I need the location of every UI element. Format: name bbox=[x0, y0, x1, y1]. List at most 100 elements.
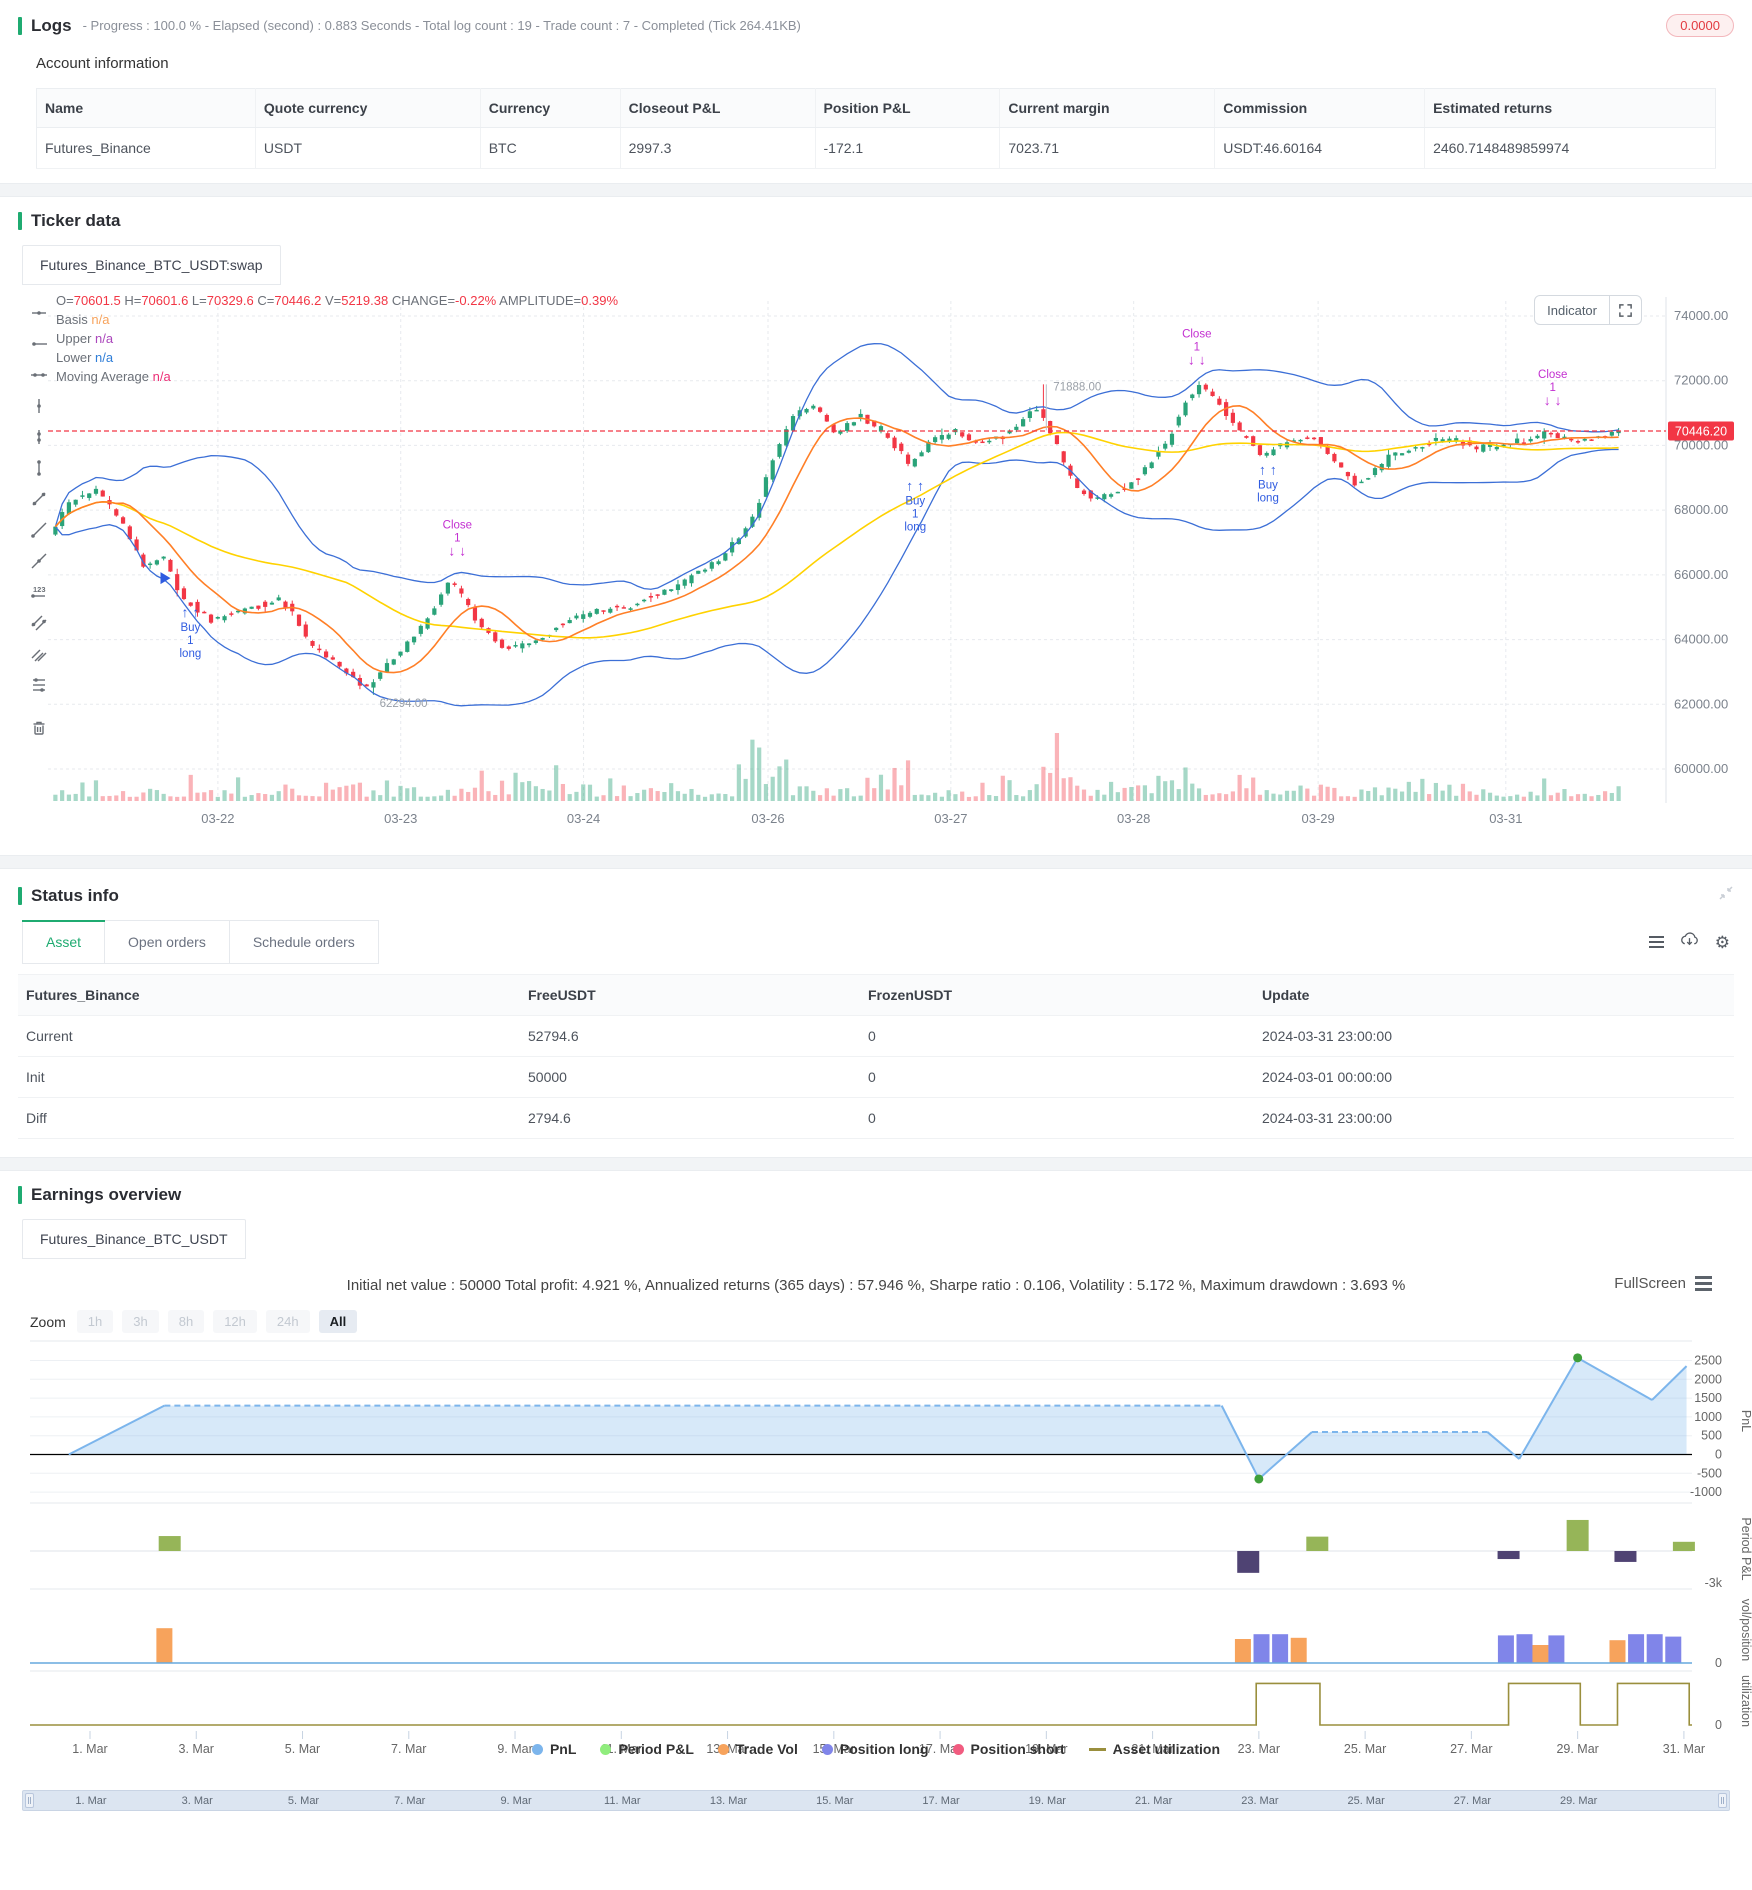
parallel-channel-icon[interactable] bbox=[24, 607, 54, 638]
svg-text:utilization: utilization bbox=[1739, 1675, 1752, 1727]
row-label-current[interactable]: Current bbox=[18, 1015, 520, 1057]
settings-gear-icon[interactable]: ⚙ bbox=[1714, 932, 1730, 952]
svg-text:PnL: PnL bbox=[1739, 1410, 1752, 1432]
column-header: Estimated returns bbox=[1424, 88, 1716, 128]
ticker-data-title: Ticker data bbox=[31, 211, 121, 230]
navigator-date: 11. Mar bbox=[604, 1795, 641, 1807]
navigator-date: 7. Mar bbox=[394, 1795, 426, 1807]
indicator-button[interactable]: Indicator bbox=[1534, 295, 1642, 325]
table-cell: 0 bbox=[860, 1015, 1254, 1057]
vertical-line-icon[interactable] bbox=[24, 390, 54, 421]
legend-item-position-long[interactable]: Position long bbox=[821, 1741, 929, 1757]
status-tab-open-orders[interactable]: Open orders bbox=[105, 921, 230, 963]
vertical-ray-icon[interactable] bbox=[24, 421, 54, 452]
navigator-handle-right[interactable] bbox=[1718, 1793, 1727, 1808]
trend-line-icon[interactable] bbox=[24, 483, 54, 514]
status-tab-schedule-orders[interactable]: Schedule orders bbox=[229, 921, 378, 963]
horizontal-ray-icon[interactable] bbox=[24, 328, 54, 359]
status-tab-asset[interactable]: Asset bbox=[21, 920, 106, 963]
logs-header: Logs - Progress : 100.0 % - Elapsed (sec… bbox=[0, 0, 1752, 45]
price-label-icon[interactable]: 123 bbox=[24, 576, 54, 607]
svg-text:29. Mar: 29. Mar bbox=[1556, 1742, 1598, 1756]
chart-fullscreen-icon[interactable] bbox=[1609, 296, 1641, 324]
list-view-icon[interactable] bbox=[1648, 936, 1664, 948]
legend-label: Trade Vol bbox=[735, 1741, 798, 1757]
row-label-init: Init bbox=[18, 1056, 520, 1098]
horizontal-line-icon[interactable] bbox=[24, 297, 54, 328]
logs-meta: - Progress : 100.0 % - Elapsed (second) … bbox=[82, 18, 801, 33]
navigator-date: 29. Mar bbox=[1559, 1795, 1598, 1807]
extended-line-icon[interactable] bbox=[24, 359, 54, 390]
svg-text:27. Mar: 27. Mar bbox=[1450, 1742, 1492, 1756]
fullscreen-label[interactable]: FullScreen bbox=[1614, 1275, 1686, 1292]
status-info-title: Status info bbox=[31, 885, 119, 905]
extended-ray-icon[interactable] bbox=[24, 545, 54, 576]
svg-text:1: 1 bbox=[1194, 342, 1200, 354]
svg-text:0: 0 bbox=[1715, 1448, 1722, 1462]
svg-text:11. Mar: 11. Mar bbox=[601, 1742, 642, 1756]
svg-text:1: 1 bbox=[454, 532, 460, 544]
indicator-legend-row: Moving Average n/a bbox=[56, 369, 171, 384]
column-header: Current margin bbox=[999, 88, 1215, 128]
delete-icon[interactable] bbox=[24, 712, 54, 743]
chart-menu-icon[interactable] bbox=[1695, 1276, 1712, 1291]
legend-item-trade-vol[interactable]: Trade Vol bbox=[717, 1741, 798, 1757]
svg-text:62000.00: 62000.00 bbox=[1674, 696, 1728, 711]
range-navigator[interactable]: 1. Mar 3. Mar 5. Mar 7. Mar 9. Mar 11. Mar 13.… bbox=[22, 1790, 1730, 1811]
svg-text:Buy: Buy bbox=[1258, 480, 1278, 492]
svg-text:60000.00: 60000.00 bbox=[1674, 761, 1728, 776]
svg-text:72000.00: 72000.00 bbox=[1674, 373, 1728, 388]
ticker-tab[interactable]: Futures_Binance_BTC_USDT:swap bbox=[22, 245, 281, 285]
zoom-button-1h[interactable]: 1h bbox=[76, 1310, 114, 1333]
fullscreen-button[interactable]: FullScreen bbox=[1614, 1275, 1712, 1292]
table-cell: 2997.3 bbox=[619, 127, 815, 169]
svg-text:74000.00: 74000.00 bbox=[1674, 308, 1728, 323]
legend-label: Period P&L bbox=[618, 1741, 694, 1757]
pitchfork-icon[interactable] bbox=[24, 638, 54, 669]
vertical-segment-icon[interactable] bbox=[24, 452, 54, 483]
navigator-date: 3. Mar bbox=[181, 1795, 213, 1807]
fib-retracement-icon[interactable] bbox=[24, 669, 54, 700]
zoom-button-8h[interactable]: 8h bbox=[167, 1310, 205, 1333]
table-cell: Futures_Binance bbox=[36, 127, 256, 169]
zoom-button-all[interactable]: All bbox=[318, 1310, 358, 1333]
legend-item-period-p-l[interactable]: Period P&L bbox=[600, 1741, 694, 1757]
legend-item-position-short[interactable]: Position short bbox=[952, 1741, 1065, 1757]
account-table: Name Quote currency Currency Closeout P&L Po… bbox=[36, 88, 1716, 169]
account-information-title: Account information bbox=[36, 55, 169, 72]
candlestick-svg[interactable]: 74000.00 72000.00 70000.00 68000.00 66000.00… bbox=[22, 289, 1734, 837]
section-divider bbox=[0, 183, 1752, 197]
zoom-button-12h[interactable]: 12h bbox=[213, 1310, 257, 1333]
legend-swatch bbox=[1088, 1747, 1106, 1751]
column-header: Currency bbox=[479, 88, 621, 128]
svg-text:500: 500 bbox=[1701, 1429, 1722, 1443]
navigator-date: 1. Mar bbox=[75, 1795, 107, 1807]
svg-text:Close: Close bbox=[1538, 369, 1567, 381]
svg-text:2500: 2500 bbox=[1694, 1354, 1722, 1368]
svg-text:66000.00: 66000.00 bbox=[1674, 567, 1728, 582]
legend-item-pnl[interactable]: PnL bbox=[531, 1741, 576, 1757]
indicator-button-label[interactable]: Indicator bbox=[1547, 302, 1597, 318]
table-row: Init 50000 0 2024-03-01 00:00:00 bbox=[18, 1056, 1734, 1098]
svg-text:17. Mar: 17. Mar bbox=[919, 1742, 961, 1756]
legend-item-asset-utilization[interactable]: Asset utilization bbox=[1088, 1741, 1220, 1757]
navigator-date: 27. Mar bbox=[1453, 1795, 1492, 1807]
svg-text:0: 0 bbox=[1715, 1656, 1722, 1670]
collapse-icon[interactable] bbox=[1718, 885, 1734, 906]
candlestick-chart[interactable]: 74000.00 72000.00 70000.00 68000.00 66000.00… bbox=[22, 289, 1734, 845]
navigator-handle-left[interactable] bbox=[25, 1793, 34, 1808]
earnings-svg[interactable]: 2500 2000 1500 1000 500 0 -500 -1000 -3k 0 0 1. Mar… bbox=[0, 1337, 1752, 1761]
earnings-tab[interactable]: Futures_Binance_BTC_USDT bbox=[22, 1219, 246, 1259]
svg-text:25. Mar: 25. Mar bbox=[1344, 1742, 1386, 1756]
zoom-button-3h[interactable]: 3h bbox=[122, 1310, 159, 1333]
earnings-overview-title: Earnings overview bbox=[31, 1185, 182, 1204]
table-cell: 2794.6 bbox=[520, 1097, 860, 1139]
ray-icon[interactable] bbox=[24, 514, 54, 545]
earnings-chart[interactable]: 2500 2000 1500 1000 500 0 -500 -1000 -3k 0 0 1. Mar… bbox=[0, 1337, 1752, 1766]
section-divider bbox=[0, 1157, 1752, 1171]
zoom-button-24h[interactable]: 24h bbox=[265, 1310, 310, 1333]
svg-text:03-24: 03-24 bbox=[567, 811, 600, 826]
navigator-date: 17. Mar bbox=[922, 1795, 960, 1807]
svg-text:5. Mar: 5. Mar bbox=[285, 1742, 320, 1756]
cloud-download-icon[interactable] bbox=[1680, 931, 1699, 953]
